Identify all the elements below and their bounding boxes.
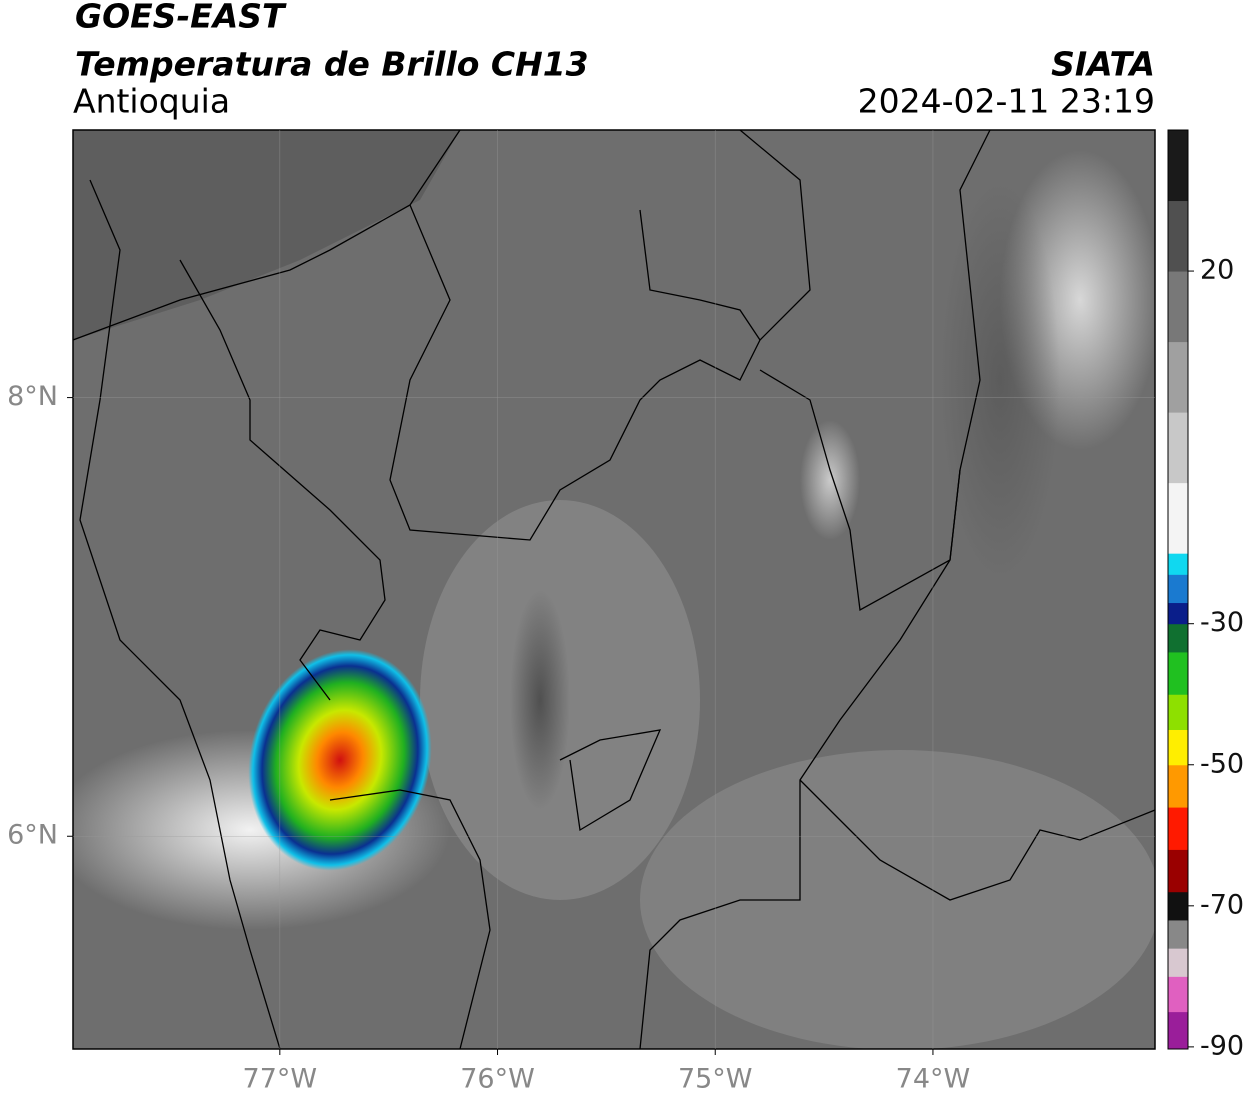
colorbar-tick-label: -70 — [1200, 889, 1244, 920]
map-frame — [72, 129, 1156, 1050]
colorbar-band — [1168, 849, 1188, 893]
colorbar-band — [1168, 764, 1188, 808]
timestamp: 2024-02-11 23:19 — [858, 82, 1155, 121]
colorbar-band — [1168, 341, 1188, 413]
y-tick-label: 6°N — [7, 820, 58, 851]
colorbar-tick-label: -90 — [1200, 1030, 1244, 1061]
y-tick-label: 8°N — [7, 381, 58, 412]
colorbar-band — [1168, 729, 1188, 766]
colorbar-band — [1168, 919, 1188, 949]
colorbar-band — [1168, 623, 1188, 653]
colorbar-band — [1168, 412, 1188, 484]
colorbar-band — [1168, 694, 1188, 731]
colorbar-band — [1168, 891, 1188, 921]
colorbar-frame — [1167, 129, 1189, 1050]
colorbar-band — [1168, 602, 1188, 625]
x-tick-label: 74°W — [896, 1064, 971, 1095]
colorbar-band — [1168, 651, 1188, 695]
satellite: GOES-EAST — [75, 0, 287, 36]
colorbar-band — [1168, 482, 1188, 554]
colorbar-band — [1168, 807, 1188, 850]
colorbar-band — [1168, 574, 1188, 604]
product: Temperatura de Brillo CH13 — [75, 45, 589, 84]
x-tick-label: 77°W — [243, 1064, 318, 1095]
map-image — [73, 130, 1155, 1049]
x-tick-label: 75°W — [678, 1064, 753, 1095]
agency: SIATA — [1051, 45, 1155, 84]
colorbar-band — [1168, 200, 1188, 272]
colorbar-tick-label: -30 — [1200, 607, 1244, 638]
colorbar-band — [1168, 948, 1188, 977]
region: Antioquia — [73, 82, 230, 121]
x-tick-label: 76°W — [460, 1064, 535, 1095]
colorbar-tick-label: -50 — [1200, 748, 1244, 779]
colorbar-tick-label: 20 — [1200, 255, 1234, 286]
colorbar-band — [1168, 271, 1188, 343]
colorbar-band — [1168, 130, 1188, 202]
colorbar-band — [1168, 553, 1188, 575]
colorbar-band — [1168, 1011, 1188, 1050]
colorbar-band — [1168, 976, 1188, 1013]
